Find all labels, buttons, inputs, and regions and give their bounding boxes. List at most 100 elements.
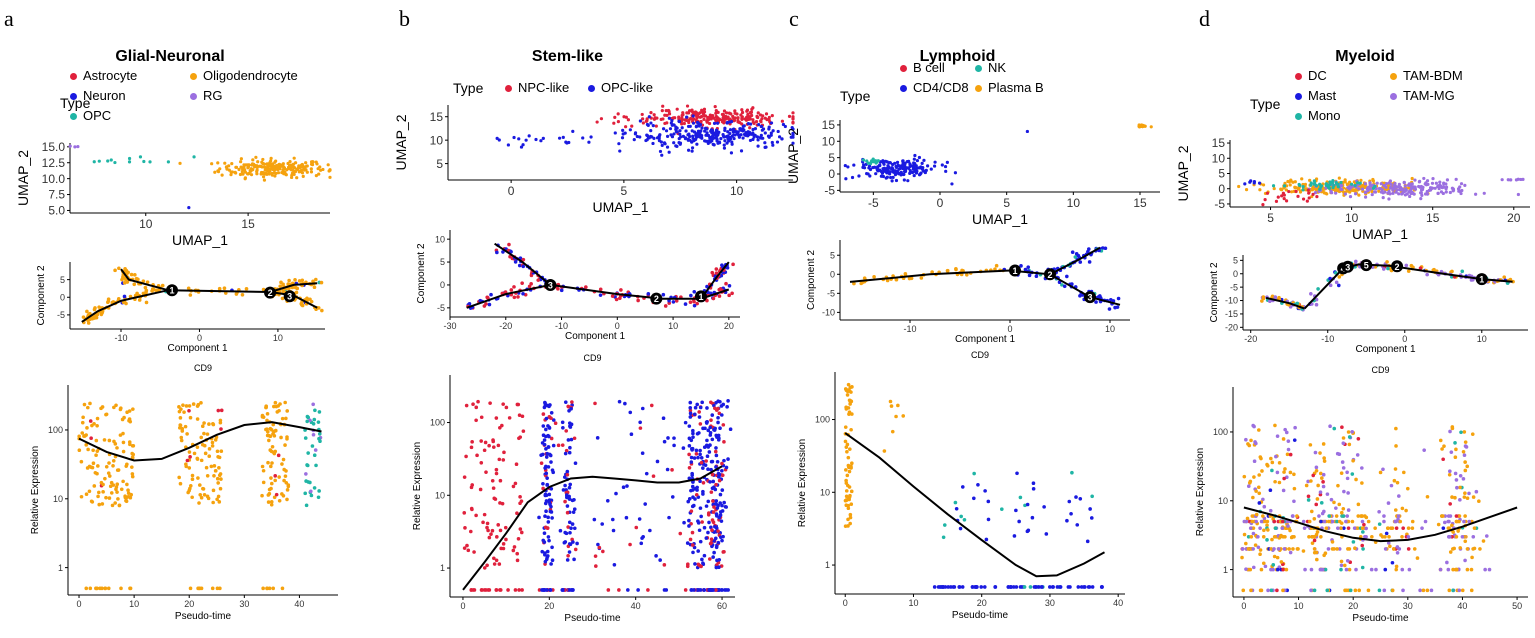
umap-point [757,122,761,127]
expression-point [1454,534,1459,539]
umap-point [759,120,763,124]
expression-point [216,481,220,485]
expression-point [712,505,716,509]
umap-point [213,170,217,174]
expression-point [708,425,712,430]
y-axis-label: UMAP_2 [15,150,31,206]
expression-point [711,479,716,484]
expression-point [1320,476,1324,480]
expression-point [1342,526,1346,530]
expression-point [688,537,693,542]
umap-point [884,176,888,180]
umap-point [740,108,744,112]
expression-point [625,484,629,488]
expression-point [687,466,692,470]
expression-point [1462,453,1467,458]
expression-title: CD9 [194,363,212,373]
expression-point [1319,567,1324,572]
expression-point [1404,508,1408,513]
expression-point [1463,514,1467,518]
umap-point [1391,191,1395,195]
umap-point [1363,182,1367,186]
legend-dot [70,93,77,101]
expression-point [178,423,183,428]
expression-point [565,558,570,562]
expression-point [710,472,715,477]
trajectory-point [727,283,732,288]
expression-point [1272,519,1277,524]
x-axis-label: UMAP_1 [592,199,648,215]
node-label: 1 [698,292,703,302]
expression-point [708,557,712,561]
trajectory-point [1087,260,1092,264]
umap-point [914,171,919,175]
expression-point [121,479,125,484]
expression-point [1400,567,1405,572]
umap-point [943,164,948,169]
trajectory-point [97,305,101,309]
expression-point [698,448,702,453]
umap-point [328,168,332,172]
expression-point [1254,512,1259,517]
umap-point [677,117,681,121]
expression-point [270,444,275,449]
umap-point [756,111,760,115]
expression-point [1461,477,1466,481]
legend-label: B cell [913,60,945,75]
expression-point [1420,526,1424,530]
y-tick-label: 5 [436,157,443,171]
expression-point [115,490,119,494]
umap-point [127,160,132,164]
expression-point [267,487,272,492]
umap-point [1450,186,1455,190]
expression-point [687,497,692,501]
expression-point [601,549,605,554]
expression-point [1028,585,1033,589]
expression-point [721,423,726,427]
trajectory-point [122,281,127,285]
expression-point [596,542,600,547]
node-marker [1475,273,1488,286]
expression-point [1429,588,1434,593]
expression-point [1304,483,1309,488]
umap-point [1149,125,1153,129]
umap-point [272,171,277,175]
trajectory-node: 1 [166,284,178,297]
expression-point [128,442,132,447]
expression-point [1318,471,1323,476]
expression-point [1240,547,1245,551]
expression-point [695,488,699,492]
expression-point [713,426,717,431]
umap-point [524,138,528,142]
umap-point [1419,191,1423,195]
expression-point [269,500,274,504]
umap-point [309,162,314,166]
expression-points [462,399,733,592]
umap-point [1439,190,1444,194]
legend-label: Mono [1308,108,1341,123]
expression-point [688,411,693,416]
expression-point [565,469,570,474]
expression-point [696,521,701,525]
trajectory-point [1019,264,1023,268]
expression-point [1318,451,1322,455]
expression-point [541,481,545,486]
umap-point [715,121,720,125]
umap-point [790,126,794,130]
expression-point [1271,563,1276,567]
x-tick-label: 20 [724,321,734,331]
trajectory-point [1261,296,1266,301]
umap-point [857,174,861,178]
expression-point [1453,567,1458,572]
expression-point [1394,444,1398,448]
expression-point [670,468,674,472]
umap-point [711,131,716,135]
umap-point [733,109,737,113]
expression-point [95,423,99,428]
umap-point [1312,179,1316,183]
expression-point [312,417,317,422]
expression-point [128,586,133,591]
expression-point [696,455,700,460]
expression-point [469,445,474,450]
